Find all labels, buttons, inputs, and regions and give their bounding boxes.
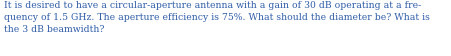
Text: It is desired to have a circular-aperture antenna with a gain of 30 dB operating: It is desired to have a circular-apertur… <box>5 1 430 34</box>
